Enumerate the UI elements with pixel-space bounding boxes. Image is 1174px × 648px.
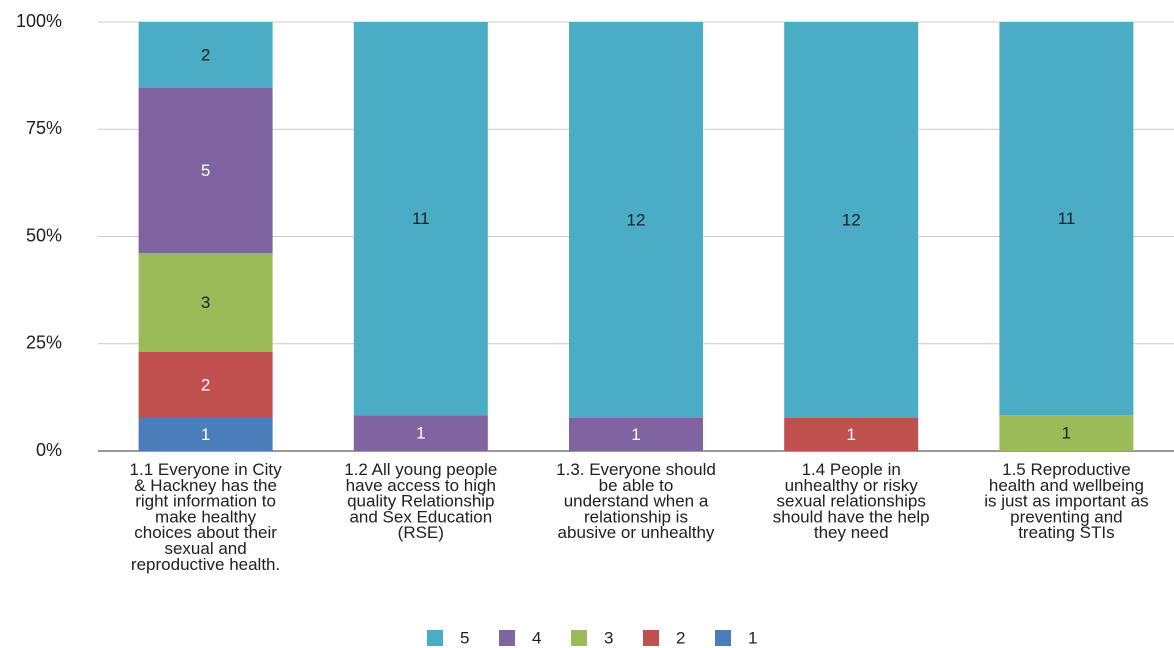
bar-segment-1	[138, 418, 273, 451]
bar-segment-2	[784, 418, 919, 451]
data-label: 3	[201, 293, 210, 312]
data-label: 12	[842, 210, 861, 229]
bar-segment-3	[138, 253, 273, 352]
bar-segment-5	[353, 22, 488, 416]
y-axis: 0% 25% 50% 75% 100%	[16, 11, 62, 460]
bar-segment-3	[999, 415, 1134, 451]
legend-label: 3	[604, 628, 613, 647]
bar-segment-4	[569, 418, 703, 451]
x-axis: 1.1 Everyone in City & Hackney has the rig…	[130, 460, 1149, 574]
x-tick-label: 1.2 All young people have access to high q…	[344, 460, 497, 542]
data-label: 1	[631, 425, 640, 444]
bar-segment-5	[999, 22, 1134, 416]
data-label: 2	[201, 375, 210, 394]
x-tick-label: 1.1 Everyone in City & Hackney has the rig…	[130, 460, 283, 574]
y-tick-label: 75%	[26, 118, 62, 138]
legend-swatch-2	[643, 630, 659, 646]
data-label: 5	[201, 161, 210, 180]
legend-swatch-4	[499, 630, 515, 646]
bar-segment-5	[138, 22, 273, 88]
data-label: 11	[1058, 209, 1076, 228]
legend-label: 2	[676, 628, 685, 647]
x-tick-label: 1.5 Reproductive health and wellbeing is j…	[984, 460, 1148, 542]
legend-label: 4	[532, 628, 541, 647]
y-tick-label: 0%	[36, 440, 62, 460]
y-tick-label: 25%	[26, 333, 62, 353]
data-label: 1	[1062, 424, 1071, 443]
data-label: 1	[846, 425, 855, 444]
bar-segment-5	[784, 22, 919, 418]
legend: 5 4 3 2 1	[427, 628, 757, 647]
data-label: 11	[412, 209, 430, 228]
legend-label: 1	[748, 628, 757, 647]
legend-swatch-5	[427, 630, 443, 646]
y-tick-label: 50%	[26, 225, 62, 245]
data-label: 1	[201, 425, 210, 444]
y-tick-label: 100%	[16, 11, 62, 31]
bar-segment-4	[353, 415, 488, 451]
data-label: 1	[416, 424, 425, 443]
x-tick-label: 1.4 People in unhealthy or risky sexual re…	[773, 460, 930, 542]
legend-label: 5	[460, 628, 469, 647]
data-label: 2	[201, 45, 210, 64]
bar-segment-5	[569, 22, 703, 418]
data-label: 12	[627, 210, 646, 229]
bar-segment-4	[138, 88, 273, 253]
x-tick-label: 1.3. Everyone should be able to understand…	[556, 460, 716, 542]
legend-swatch-1	[715, 630, 731, 646]
legend-swatch-3	[571, 630, 587, 646]
bar-segment-2	[138, 352, 273, 418]
